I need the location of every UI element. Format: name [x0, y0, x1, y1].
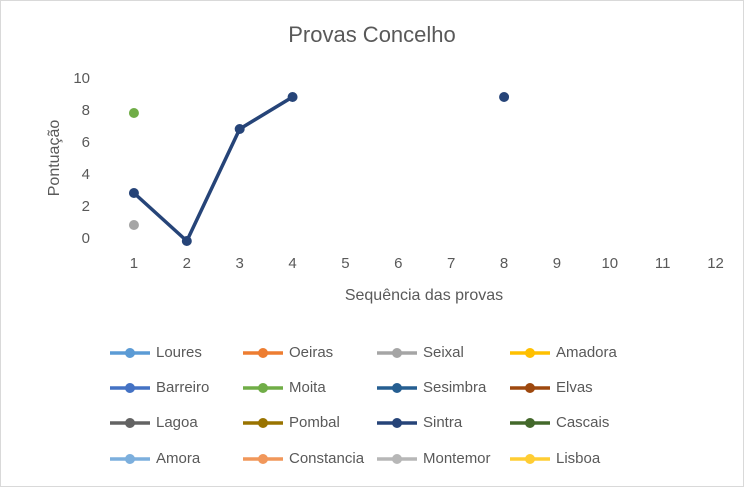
x-tick-label: 12 — [707, 255, 724, 272]
legend-marker — [392, 454, 402, 464]
legend-label: Lagoa — [156, 414, 198, 431]
x-tick-label: 1 — [130, 255, 138, 272]
legend-label: Amadora — [556, 344, 618, 361]
legend-label: Amora — [156, 450, 201, 467]
legend-label: Constancia — [289, 450, 365, 467]
data-point — [499, 92, 510, 102]
legend-label: Loures — [156, 344, 202, 361]
x-tick-label: 8 — [500, 255, 508, 272]
legend-marker — [125, 454, 135, 464]
y-tick-label: 4 — [82, 166, 90, 183]
legend-label: Seixal — [423, 344, 464, 361]
legend-marker — [525, 383, 535, 393]
legend-label: Sesimbra — [423, 379, 487, 396]
data-point — [128, 188, 139, 198]
data-point — [181, 236, 192, 246]
legend-marker — [258, 418, 268, 428]
chart-title: Provas Concelho — [288, 22, 456, 47]
x-tick-label: 3 — [236, 255, 244, 272]
y-tick-label: 10 — [73, 70, 90, 87]
x-tick-label: 6 — [394, 255, 402, 272]
data-point — [287, 92, 298, 102]
legend-label: Oeiras — [289, 344, 333, 361]
y-tick-label: 2 — [82, 198, 90, 215]
legend-marker — [525, 454, 535, 464]
y-axis-title: Pontuação — [46, 120, 63, 197]
y-tick-label: 0 — [82, 230, 90, 247]
legend-marker — [392, 418, 402, 428]
x-tick-label: 4 — [288, 255, 296, 272]
legend-marker — [125, 418, 135, 428]
legend-label: Montemor — [423, 450, 491, 467]
x-tick-label: 5 — [341, 255, 349, 272]
x-tick-label: 7 — [447, 255, 455, 272]
legend-marker — [392, 348, 402, 358]
legend-label: Pombal — [289, 414, 340, 431]
y-tick-label: 8 — [82, 102, 90, 119]
x-tick-label: 10 — [601, 255, 618, 272]
legend-marker — [258, 454, 268, 464]
x-tick-label: 9 — [553, 255, 561, 272]
legend-marker — [125, 348, 135, 358]
data-point — [234, 124, 245, 134]
y-tick-label: 6 — [82, 134, 90, 151]
x-tick-label: 11 — [655, 255, 671, 272]
legend-marker — [125, 383, 135, 393]
legend-marker — [525, 418, 535, 428]
legend-label: Barreiro — [156, 379, 209, 396]
x-axis-title: Sequência das provas — [345, 287, 503, 304]
x-tick-label: 2 — [183, 255, 191, 272]
legend-label: Moita — [289, 379, 326, 396]
legend-label: Cascais — [556, 414, 609, 431]
data-point — [128, 108, 139, 118]
series-line — [132, 95, 294, 243]
legend-label: Elvas — [556, 379, 593, 396]
legend-label: Sintra — [423, 414, 463, 431]
legend-marker — [525, 348, 535, 358]
legend-marker — [392, 383, 402, 393]
legend-label: Lisboa — [556, 450, 601, 467]
legend-marker — [258, 348, 268, 358]
data-point — [128, 220, 139, 230]
legend-marker — [258, 383, 268, 393]
